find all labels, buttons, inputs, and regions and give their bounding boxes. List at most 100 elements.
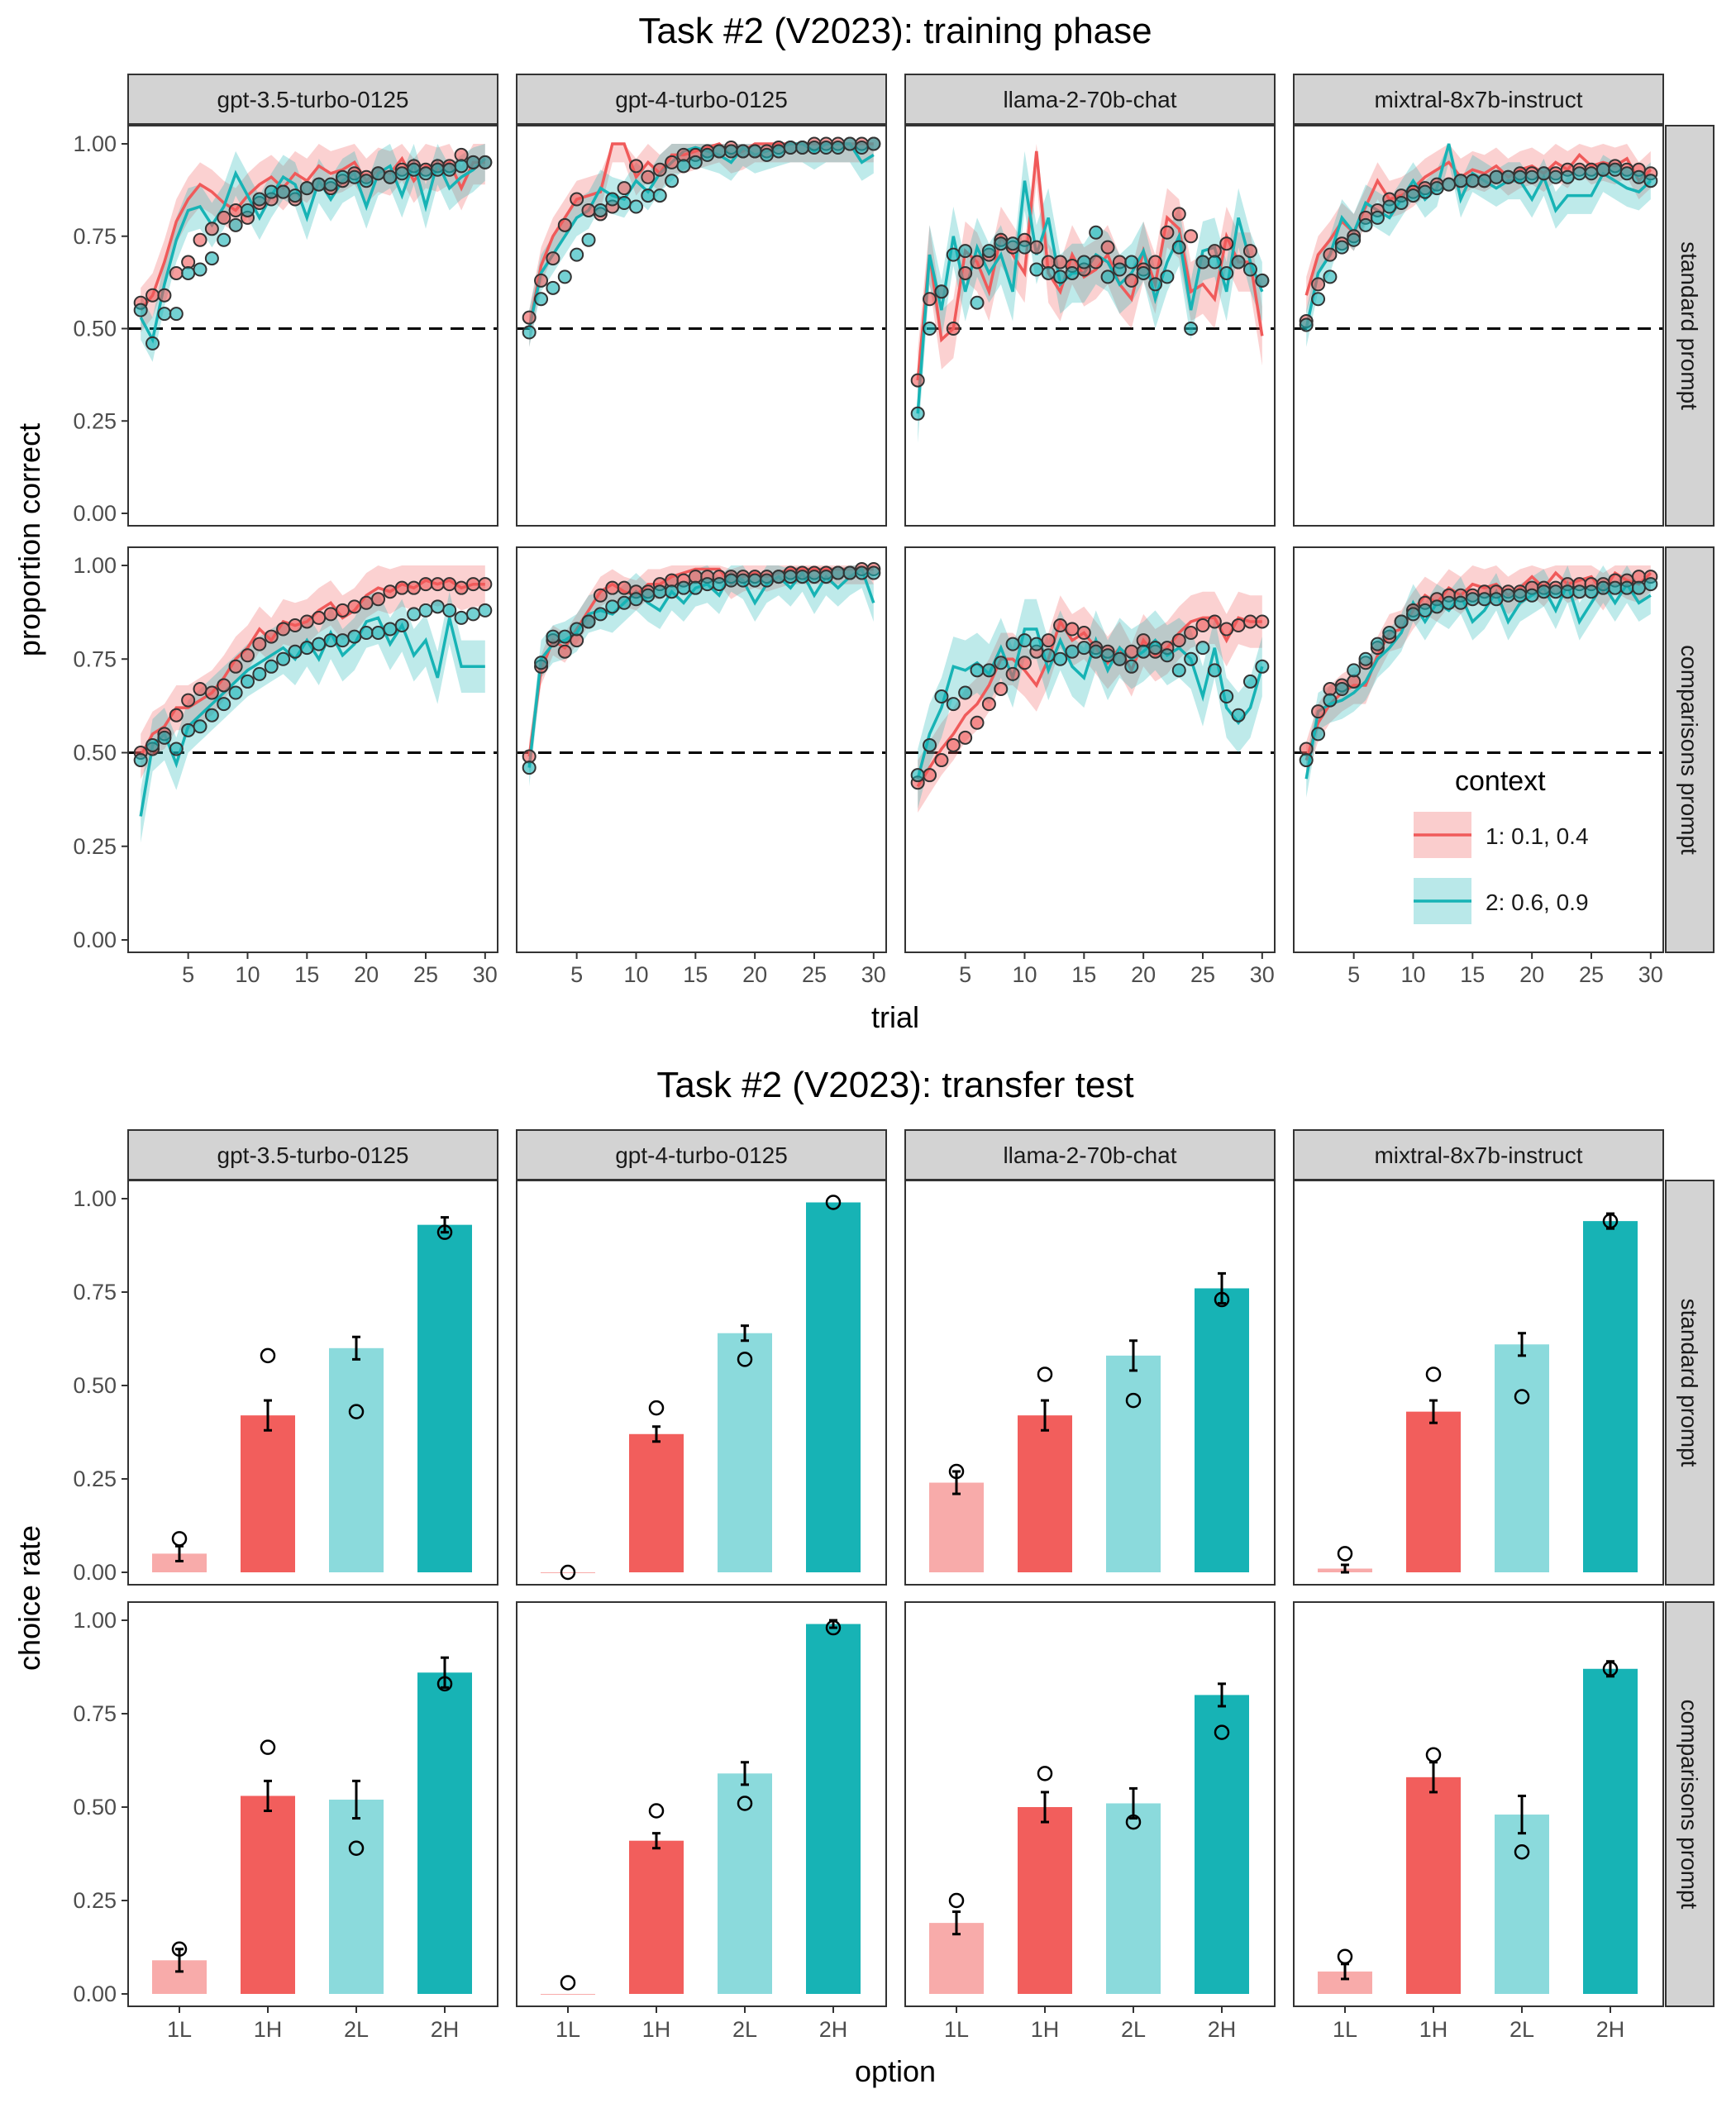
data-point-series-2: [454, 159, 469, 174]
data-point-series-2: [217, 232, 231, 247]
data-point-series-2: [1029, 637, 1044, 651]
bar-2L: [1106, 1803, 1161, 1994]
x-tick-label-1H: 1H: [254, 2017, 283, 2042]
observed-point-1L: [948, 1892, 965, 1909]
x-tick-label: 30: [861, 962, 886, 987]
data-point-series-1: [593, 588, 608, 603]
data-point-series-2: [1405, 607, 1420, 622]
data-point-series-2: [1029, 262, 1044, 277]
data-point-series-2: [1524, 588, 1539, 603]
data-point-series-2: [1572, 584, 1587, 599]
data-point-series-1: [394, 580, 409, 595]
data-point-series-1: [169, 265, 184, 280]
series-line-2: [1304, 579, 1652, 780]
data-point-series-1: [1311, 277, 1326, 292]
data-point-series-2: [522, 325, 537, 340]
data-point-series-2: [1524, 169, 1539, 184]
training-y-label: proportion correct: [12, 423, 46, 656]
y-tick-label: 0.25: [73, 1888, 117, 1913]
data-point-series-2: [1334, 681, 1349, 696]
panel-llama-2-70b-chat-comparisons: 5 10 15 20 25 30: [904, 546, 1276, 987]
data-point-series-2: [1323, 269, 1338, 284]
data-point-series-2: [605, 599, 620, 614]
x-tick-label-2H: 2H: [431, 2017, 460, 2042]
data-point-series-1: [1017, 656, 1032, 670]
data-point-series-2: [1418, 603, 1433, 618]
data-point-series-2: [1643, 174, 1658, 188]
data-point-series-2: [676, 159, 691, 174]
data-point-series-2: [335, 633, 350, 648]
observed-point-2H: [1602, 1661, 1619, 1677]
data-point-series-2: [1429, 599, 1444, 614]
data-point-series-2: [831, 565, 846, 580]
data-point-series-2: [1465, 592, 1480, 607]
data-point-series-2: [240, 674, 255, 689]
facet-strip: [904, 74, 1276, 125]
observed-point-1L: [171, 1531, 188, 1547]
panel-mixtral-8x7b-instruct-standard: [1293, 125, 1664, 527]
x-tick-label: 15: [683, 962, 708, 987]
data-point-series-2: [1231, 255, 1246, 269]
data-point-series-2: [1219, 689, 1234, 704]
data-point-series-1: [946, 322, 961, 336]
bar-2H: [1583, 1221, 1638, 1572]
y-tick-label: 0.75: [73, 1280, 117, 1304]
panel-border: [1293, 1601, 1664, 2007]
data-point-series-1: [204, 685, 219, 700]
legend-entry-2: 2: 0.6, 0.9: [1486, 889, 1589, 915]
data-point-series-2: [1207, 663, 1222, 678]
observed-point-1H: [648, 1400, 665, 1416]
data-point-series-2: [1160, 648, 1175, 663]
data-point-series-2: [1489, 169, 1504, 184]
row-strip-label: standard prompt: [1676, 1299, 1702, 1467]
observed-point-2H: [1602, 1213, 1619, 1229]
data-point-series-1: [228, 203, 243, 217]
facet-strip-label-gpt-4-turbo-0125: gpt-4-turbo-0125: [615, 1142, 788, 1168]
data-point-series-1: [217, 678, 231, 693]
data-point-series-2: [1453, 174, 1468, 188]
data-point-series-2: [736, 573, 751, 588]
data-point-series-1: [923, 292, 937, 307]
confidence-band-series-1: [918, 591, 1262, 813]
data-point-series-1: [193, 232, 207, 247]
data-point-series-2: [1358, 217, 1373, 232]
data-point-series-2: [465, 607, 480, 622]
panel-gpt-4-turbo-0125-comparisons: 5 10 15 20 25 30: [516, 546, 887, 987]
data-point-series-2: [831, 140, 846, 155]
observed-point-2H: [436, 1676, 453, 1692]
data-point-series-2: [923, 322, 937, 336]
data-point-series-2: [1347, 663, 1362, 678]
data-point-series-2: [1005, 236, 1020, 251]
data-point-series-1: [347, 599, 362, 614]
data-point-series-1: [557, 644, 572, 659]
observed-point-2L: [737, 1796, 753, 1811]
data-point-series-1: [228, 659, 243, 674]
data-point-series-2: [795, 140, 810, 155]
x-tick-label-2L: 2L: [344, 2017, 369, 2042]
data-point-series-2: [676, 580, 691, 595]
y-tick-label: 0.50: [73, 317, 117, 341]
data-point-series-2: [407, 607, 422, 622]
data-point-series-1: [478, 577, 493, 592]
data-point-series-2: [299, 181, 314, 196]
data-point-series-1: [1231, 618, 1246, 632]
panel-background: [128, 126, 498, 526]
data-point-series-2: [1405, 188, 1420, 203]
data-point-series-2: [394, 618, 409, 632]
observed-point-2L: [348, 1404, 365, 1419]
panel-llama-2-70b-chat-standard: [904, 125, 1276, 527]
x-tick-label: 10: [1012, 962, 1037, 987]
row-strip: [1665, 546, 1715, 953]
data-point-series-1: [418, 577, 433, 592]
data-point-series-2: [842, 565, 857, 580]
data-point-series-1: [1124, 273, 1139, 288]
x-tick-label-1H: 1H: [1419, 2017, 1448, 2042]
data-point-series-2: [1347, 232, 1362, 247]
y-tick-label: 0.00: [73, 1982, 117, 2006]
bar-2L: [329, 1799, 384, 1994]
training-title: Task #2 (V2023): training phase: [638, 11, 1152, 51]
facet-strip: [1293, 74, 1664, 125]
data-point-series-2: [700, 147, 715, 162]
panel-gpt-4-turbo-0125-comparisons: 1L 1H 2L 2H: [516, 1601, 887, 2042]
